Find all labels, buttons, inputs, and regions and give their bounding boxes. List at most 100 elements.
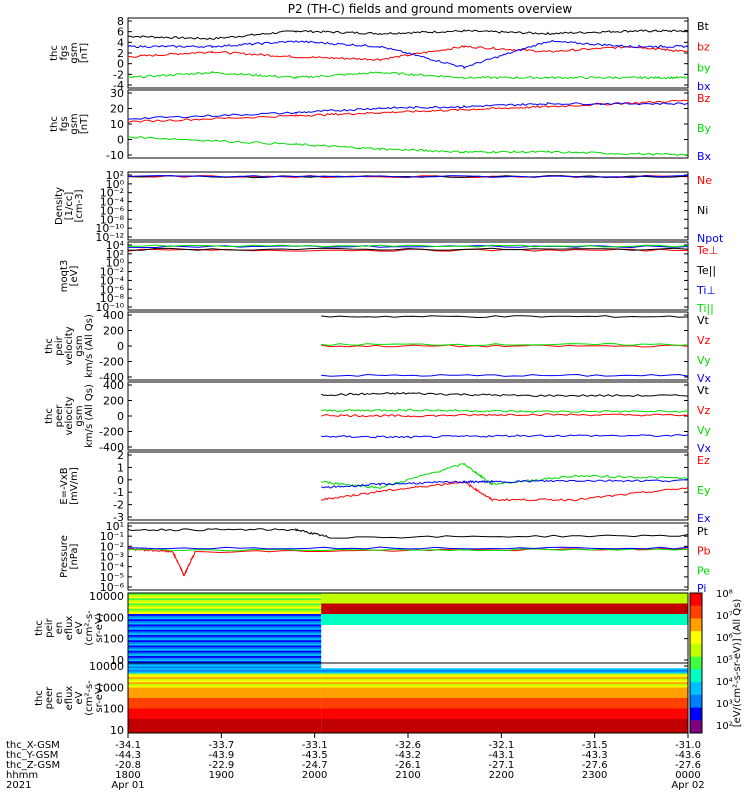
spectrogram-band (128, 684, 322, 687)
spectrogram-band (321, 706, 688, 709)
spectrogram-band (321, 701, 688, 704)
y-tick-label: 10⁻⁶ (100, 581, 125, 594)
y-tick-label: 10⁻⁸ (100, 213, 125, 226)
spectrogram-band (321, 724, 688, 727)
legend-entry: Pi (697, 582, 706, 595)
spectrogram-band (128, 612, 322, 615)
series-line-vy (321, 342, 689, 347)
colorbar-segment (690, 593, 702, 607)
series-line-vx (321, 434, 689, 439)
y-tick-label: 200 (103, 395, 124, 408)
legend-entry: Ti|| (696, 302, 714, 315)
y-tick-label: 10 (110, 118, 124, 131)
x-tick-label: -44.3 (115, 750, 141, 761)
y-tick-label: 10⁻⁵ (100, 571, 124, 584)
colorbar-tick: 10³ (716, 699, 733, 710)
spectrogram-band (321, 671, 688, 674)
series-line-ez (320, 480, 689, 503)
y-tick-label: 4 (117, 36, 124, 49)
spectrogram-band (128, 643, 322, 646)
spectrogram-band (128, 635, 322, 638)
colorbar-segment (690, 669, 702, 683)
spectrogram-band (128, 594, 322, 597)
y-tick-label: 10⁻⁴ (100, 196, 125, 209)
x-axis-row-label: thc_X-GSM (6, 740, 60, 751)
x-tick-label: -43.5 (302, 750, 328, 761)
spectrogram-band (321, 719, 688, 722)
colorbar-label: [eV/(cm²-s-sr-eV)] (All Qs) (732, 599, 743, 728)
spectrogram-band (321, 708, 688, 711)
spectrogram-band (128, 722, 322, 725)
panel-frame (127, 522, 689, 591)
legend-entry: Pb (697, 545, 711, 558)
spectrogram-band (128, 607, 322, 610)
legend-entry: Vz (697, 404, 711, 417)
y-axis-label: [nPa] (69, 543, 80, 569)
y-axis-label: en (54, 622, 65, 635)
y-axis-label: moqt3 (59, 260, 70, 293)
x-axis-row-label: hhmm (6, 770, 38, 781)
spectrogram-band (128, 703, 322, 706)
spectrogram-band (321, 607, 688, 610)
legend-entry: Pt (697, 525, 709, 538)
y-tick-label: 8 (117, 15, 124, 28)
colorbar-tick: 10² (716, 721, 733, 732)
series-line-bx (127, 102, 689, 120)
y-tick-label: 10⁻¹² (95, 231, 124, 244)
y-axis-label: eflux (64, 686, 75, 711)
y-tick-label: 400 (103, 309, 124, 322)
y-tick-label: -200 (99, 356, 124, 369)
y-tick-label: 10⁻¹⁰ (95, 222, 124, 235)
legend-entry: bz (697, 41, 710, 54)
y-tick-label: 10⁻⁴ (100, 274, 125, 287)
x-tick-label: -20.8 (115, 760, 141, 771)
x-tick-label: Apr 01 (111, 780, 144, 791)
y-axis-label: km/s (All Qs) (84, 314, 95, 378)
legend-entry: By (697, 122, 712, 135)
y-axis-label: thc (34, 620, 45, 636)
spectrogram-band (321, 726, 688, 729)
spectrogram-band (321, 617, 688, 620)
x-axis-row-label: thc_Y-GSM (6, 750, 58, 761)
y-tick-label: -1 (113, 486, 124, 499)
legend-entry: Bt (697, 20, 710, 33)
y-axis-label: velocity (64, 396, 75, 435)
y-tick-label: 2 (117, 449, 124, 462)
spectrogram-band (321, 685, 688, 688)
spectrogram-band (321, 677, 688, 680)
spectrogram-band (321, 696, 688, 699)
x-tick-label: 2000 (302, 770, 327, 781)
spectrogram-band (128, 729, 322, 732)
x-tick-label: 2100 (395, 770, 420, 781)
y-tick-label: -3 (113, 511, 124, 524)
spectrogram-band (128, 699, 322, 702)
spectrogram-band (128, 617, 322, 620)
y-tick-label: 0 (117, 58, 124, 71)
x-tick-label: -32.1 (488, 740, 514, 751)
legend-entry: Ni (697, 204, 708, 217)
y-tick-label: 10⁻⁴ (100, 561, 125, 574)
spectrogram-band (321, 687, 688, 690)
spectrogram-band (128, 610, 322, 613)
series-line-vy (321, 408, 689, 413)
spectrogram-band (321, 614, 688, 617)
y-tick-label: 100 (103, 703, 124, 716)
plot-title: P2 (TH-C) fields and ground moments over… (288, 2, 573, 16)
y-tick-label: -2 (113, 68, 124, 81)
colorbar-segment (690, 682, 702, 696)
y-tick-label: 10⁻³ (100, 551, 124, 564)
y-tick-label: -200 (99, 426, 124, 439)
spectrogram-band (128, 706, 322, 709)
x-tick-label: -43.3 (582, 750, 608, 761)
x-tick-label: -43.2 (395, 750, 421, 761)
spectrogram-band (128, 654, 322, 657)
spectrogram-band (128, 650, 322, 653)
y-tick-label: 10⁻⁶ (100, 204, 125, 217)
y-axis-label: peer (44, 686, 55, 710)
spectrogram-band (128, 605, 322, 608)
spectrogram-band (321, 593, 688, 596)
spectrogram-band (128, 615, 322, 618)
spectrogram-band (128, 715, 322, 718)
y-tick-label: -400 (99, 371, 124, 384)
x-tick-label: -22.9 (208, 760, 234, 771)
